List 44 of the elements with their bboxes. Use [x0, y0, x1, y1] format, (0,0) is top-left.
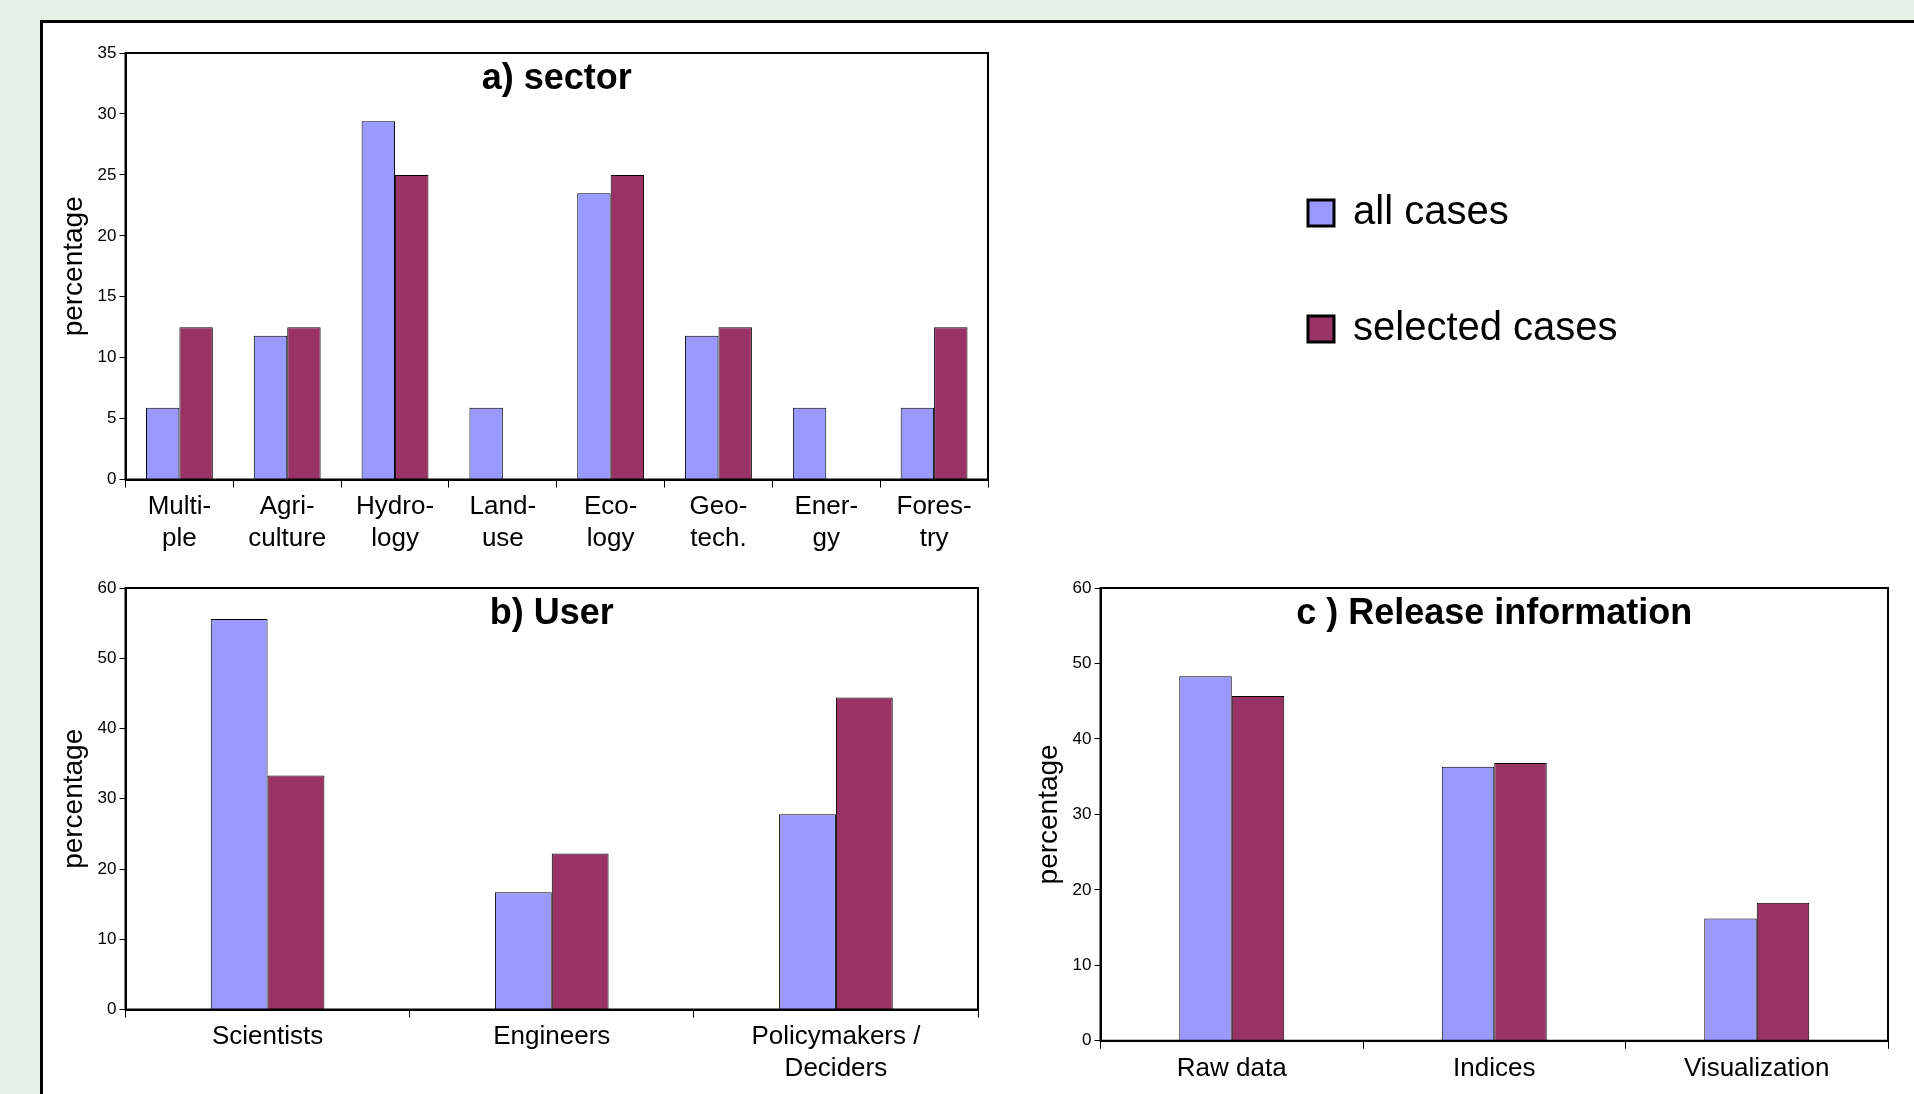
x-tick-label: Multi- ple: [147, 490, 212, 552]
legend-label: selected cases: [1353, 304, 1618, 349]
y-axis-title: percentage: [56, 196, 88, 337]
legend-label: all cases: [1353, 188, 1509, 233]
y-tick-label: 5: [107, 408, 117, 428]
y-tick-label: 25: [97, 164, 117, 184]
x-tick-label: Land- use: [469, 490, 537, 552]
y-tick-label: 30: [97, 103, 117, 123]
x-tick-label: Policymakers / Deciders: [751, 1020, 922, 1082]
y-tick-label: 0: [107, 469, 117, 489]
chart-title: c ) Release information: [1296, 590, 1693, 632]
y-tick-label: 10: [97, 347, 117, 367]
y-tick-label: 15: [97, 286, 117, 306]
x-tick-label: Fores- try: [896, 490, 972, 552]
y-tick-label: 10: [97, 929, 117, 949]
y-tick-label: 40: [1072, 728, 1092, 748]
y-tick-label: 20: [97, 858, 117, 878]
y-tick-label: 50: [1072, 653, 1092, 673]
y-tick-label: 50: [97, 647, 117, 667]
x-tick-label: Geo- tech.: [689, 490, 748, 552]
y-axis-title: percentage: [56, 728, 88, 869]
x-tick-label: Scientists: [211, 1020, 324, 1051]
x-tick-label: Agri- culture: [248, 490, 327, 552]
y-tick-label: 30: [1072, 804, 1092, 824]
y-tick-label: 20: [97, 225, 117, 245]
y-tick-label: 0: [1082, 1030, 1092, 1050]
chart-title: a) sector: [481, 55, 632, 97]
x-tick-label: Engineers: [493, 1020, 611, 1051]
x-tick-label: Hydro- logy: [356, 490, 435, 552]
x-tick-label: Eco- logy: [583, 490, 638, 552]
y-tick-label: 30: [97, 788, 117, 808]
y-tick-label: 60: [1072, 577, 1092, 597]
y-tick-label: 40: [97, 718, 117, 738]
y-axis-title: percentage: [1031, 744, 1063, 885]
y-tick-label: 35: [97, 42, 117, 62]
y-tick-label: 10: [1072, 955, 1092, 975]
y-tick-label: 60: [97, 577, 117, 597]
x-tick-label: Indices: [1453, 1051, 1536, 1082]
y-tick-label: 20: [1072, 879, 1092, 899]
chart-title: b) User: [489, 590, 614, 632]
x-tick-label: Raw data: [1176, 1051, 1288, 1082]
x-tick-label: Ener- gy: [794, 490, 859, 552]
y-tick-label: 0: [107, 999, 117, 1019]
x-tick-label: Visualization: [1683, 1051, 1830, 1082]
